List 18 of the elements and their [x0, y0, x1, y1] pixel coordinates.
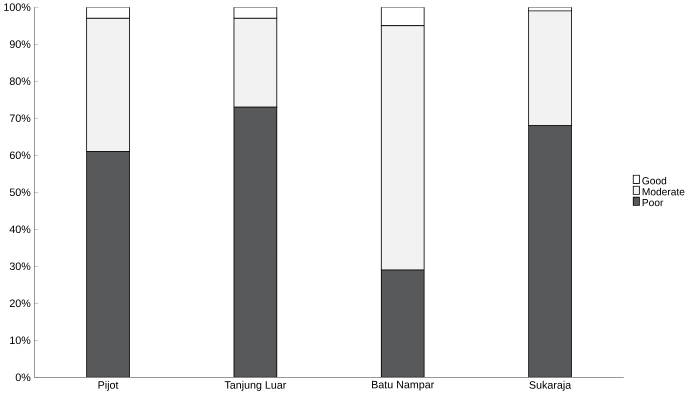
- legend-label: Poor: [642, 198, 664, 206]
- y-tick-label: 70%: [10, 114, 30, 122]
- y-tick-label: 20%: [10, 299, 30, 307]
- x-tick-label: Pijot: [98, 380, 118, 391]
- legend-label: Good: [642, 176, 666, 184]
- legend-label: Moderate: [642, 188, 684, 196]
- y-tick-label: 40%: [10, 225, 30, 233]
- y-tick-label: 30%: [10, 262, 30, 270]
- x-tick-label: Batu Nampar: [372, 380, 434, 390]
- y-tick-label: 100%: [4, 3, 30, 11]
- y-tick-label: 80%: [10, 77, 30, 85]
- y-tick-label: 90%: [10, 40, 30, 48]
- y-tick-label: 60%: [10, 151, 30, 159]
- x-tick-label: Sukaraja: [529, 380, 572, 391]
- x-tick-label: Tanjung Luar: [224, 380, 286, 391]
- y-tick-label: 10%: [10, 336, 30, 344]
- y-tick-label: 50%: [10, 188, 30, 196]
- y-tick-label: 0%: [16, 373, 30, 381]
